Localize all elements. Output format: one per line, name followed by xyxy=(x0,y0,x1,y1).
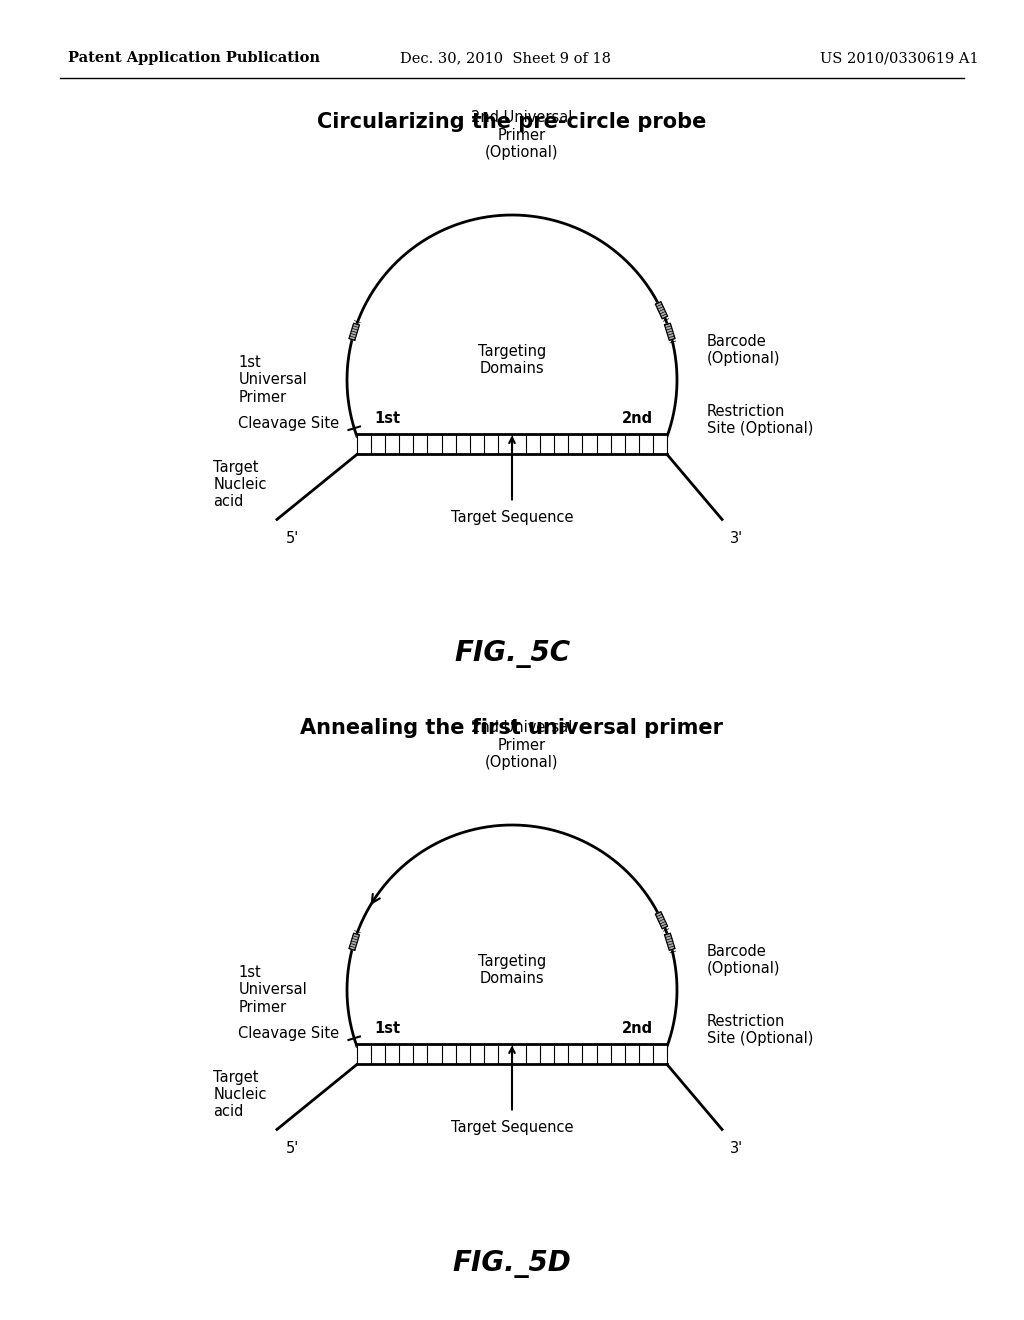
Text: Circularizing the pre-circle probe: Circularizing the pre-circle probe xyxy=(317,112,707,132)
Text: 5': 5' xyxy=(286,1142,299,1156)
Text: FIG._5C: FIG._5C xyxy=(454,640,570,668)
Polygon shape xyxy=(349,933,359,950)
Text: 5': 5' xyxy=(286,532,299,546)
Text: 3': 3' xyxy=(730,1142,743,1156)
Text: 1st
Universal
Primer: 1st Universal Primer xyxy=(239,355,307,405)
Text: 1st: 1st xyxy=(374,412,400,426)
Text: Cleavage Site: Cleavage Site xyxy=(239,416,339,430)
Text: Target Sequence: Target Sequence xyxy=(451,1121,573,1135)
Text: Barcode
(Optional): Barcode (Optional) xyxy=(707,944,780,977)
Text: Target Sequence: Target Sequence xyxy=(451,511,573,525)
Text: Barcode
(Optional): Barcode (Optional) xyxy=(707,334,780,366)
Text: 2nd: 2nd xyxy=(622,412,652,426)
Text: 2nd Universal
Primer
(Optional): 2nd Universal Primer (Optional) xyxy=(471,721,572,770)
Text: Restriction
Site (Optional): Restriction Site (Optional) xyxy=(707,404,813,436)
Text: 1st: 1st xyxy=(374,1022,400,1036)
Text: 2nd: 2nd xyxy=(622,1022,652,1036)
Polygon shape xyxy=(655,912,668,929)
Text: Dec. 30, 2010  Sheet 9 of 18: Dec. 30, 2010 Sheet 9 of 18 xyxy=(400,51,611,65)
Text: 2nd Universal
Primer
(Optional): 2nd Universal Primer (Optional) xyxy=(471,110,572,160)
Text: Cleavage Site: Cleavage Site xyxy=(239,1026,339,1040)
Text: Target
Nucleic
acid: Target Nucleic acid xyxy=(213,459,267,510)
Text: 1st
Universal
Primer: 1st Universal Primer xyxy=(239,965,307,1015)
Text: Patent Application Publication: Patent Application Publication xyxy=(68,51,319,65)
Polygon shape xyxy=(357,1044,667,1064)
Text: FIG._5D: FIG._5D xyxy=(453,1250,571,1278)
Text: Restriction
Site (Optional): Restriction Site (Optional) xyxy=(707,1014,813,1047)
Text: 3': 3' xyxy=(730,532,743,546)
Text: Targeting
Domains: Targeting Domains xyxy=(478,954,546,986)
Polygon shape xyxy=(349,323,359,341)
Text: Annealing the first universal primer: Annealing the first universal primer xyxy=(300,718,724,738)
Polygon shape xyxy=(655,302,668,319)
Text: US 2010/0330619 A1: US 2010/0330619 A1 xyxy=(820,51,979,65)
Polygon shape xyxy=(665,933,675,950)
Text: Target
Nucleic
acid: Target Nucleic acid xyxy=(213,1069,267,1119)
Polygon shape xyxy=(357,434,667,454)
Text: Targeting
Domains: Targeting Domains xyxy=(478,343,546,376)
Polygon shape xyxy=(665,323,675,341)
